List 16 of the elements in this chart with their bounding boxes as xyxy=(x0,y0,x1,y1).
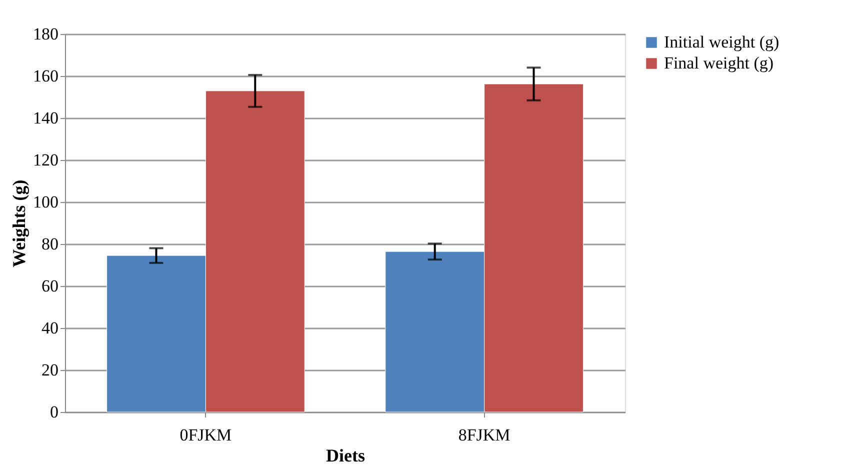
y-tick-label: 120 xyxy=(33,150,58,170)
x-axis-title: Diets xyxy=(326,446,365,466)
x-tick-label: 0FJKM xyxy=(180,426,232,444)
y-tick-label: 40 xyxy=(42,318,58,338)
y-tick-label: 100 xyxy=(33,192,58,212)
legend-label: Final weight (g) xyxy=(664,54,774,72)
legend-label: Initial weight (g) xyxy=(664,32,780,52)
y-tick-label: 160 xyxy=(33,66,58,86)
y-tick-label: 80 xyxy=(42,234,58,254)
y-tick-label: 60 xyxy=(42,276,58,296)
y-tick-label: 140 xyxy=(33,108,58,128)
y-tick-label: 20 xyxy=(42,360,58,380)
x-tick-label: 8FJKM xyxy=(458,426,510,444)
y-tick-label: 0 xyxy=(50,402,58,422)
y-tick-label: 180 xyxy=(33,24,58,44)
y-axis-title: Weights (g) xyxy=(9,180,29,268)
